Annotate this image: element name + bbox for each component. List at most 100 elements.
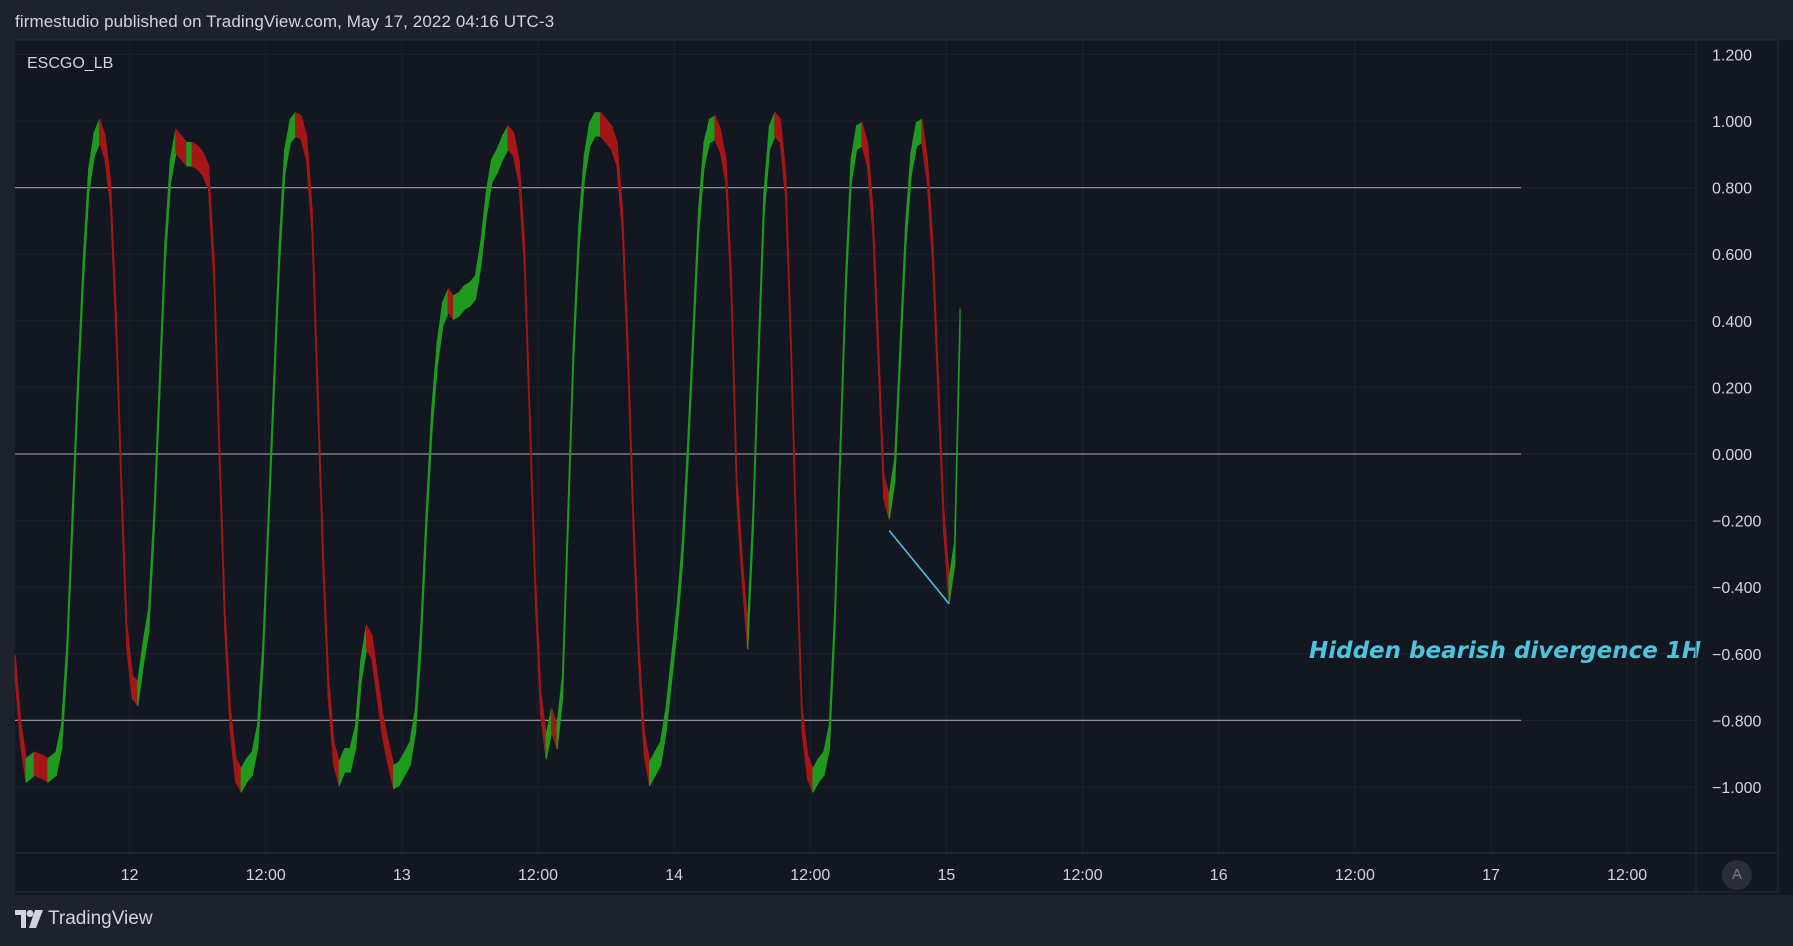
y-tick-label: 0.400 [1712,314,1752,331]
y-tick-label: 0.200 [1712,380,1752,397]
oscillator-segment [561,508,569,700]
x-tick-label: 12 [121,867,139,884]
x-tick-label: 12:00 [1335,867,1375,884]
oscillator-segment [665,658,673,733]
oscillator-segment [256,641,264,750]
tradingview-logo-icon [15,910,43,928]
oscillator-segment [425,408,433,533]
oscillator-segment [643,731,651,786]
divergence-annotation-label: Hidden bearish divergence 1H [1309,638,1701,664]
oscillator-segment [251,724,259,776]
auto-scale-button[interactable]: A [1722,860,1752,890]
oscillator-segment [774,112,781,144]
oscillator-segment [197,145,204,177]
oscillator-segment [578,155,585,250]
oscillator-segment [600,112,607,144]
indicator-title: ESCGO_LB [27,55,113,72]
oscillator-segment [88,132,95,194]
oscillator-segment [349,724,357,773]
oscillator-segment [453,291,460,320]
x-tick-label: 16 [1210,867,1228,884]
oscillator-segment [436,301,444,367]
level-lines [15,186,1521,722]
oscillator-segment [621,208,629,367]
oscillator-segment [752,341,760,533]
oscillator-segment [512,132,520,184]
oscillator-segment [99,118,106,160]
oscillator-segment [224,608,231,733]
oscillator-segment [796,541,803,733]
oscillator-segment [382,714,389,766]
oscillator-segment [77,258,84,400]
oscillator-segment [47,751,57,783]
oscillator-segment [540,691,547,760]
y-tick-label: 1.000 [1712,114,1752,131]
oscillator-segment [120,475,128,650]
oscillator-segment [904,152,912,250]
oscillator-segment [148,508,155,633]
oscillator-segment [131,674,139,707]
oscillator-segment [480,191,487,267]
oscillator-segment [834,441,841,633]
oscillator-segment [142,608,150,667]
oscillator-segment [322,541,329,700]
oscillator-segment [218,441,226,633]
x-tick-label: 12:00 [1063,867,1103,884]
oscillator-segment [529,408,536,600]
oscillator-segment [316,375,324,567]
footer: TradingView [0,895,1793,946]
oscillator-segment [741,558,749,650]
oscillator-segment [638,641,645,756]
chart-area[interactable] [15,40,1793,895]
x-tick-label: 12:00 [790,867,830,884]
oscillator-segment [785,175,792,367]
y-tick-label: 0.600 [1712,247,1752,264]
oscillator-chart[interactable]: Hidden bearish divergence 1H ESCGO_LB 1.… [0,0,1793,895]
oscillator-segment [692,208,700,350]
oscillator-segment [60,641,68,750]
oscillator-segment [191,142,199,170]
oscillator-segment [164,158,172,267]
oscillator-segment [659,708,667,766]
oscillator-segment [306,135,313,234]
oscillator-segment [583,122,591,180]
oscillator-segment [872,208,879,367]
oscillator-segment [55,724,63,776]
oscillator-segment [33,751,44,780]
oscillator-segment [605,118,613,150]
oscillator-segment [921,118,928,184]
oscillator-segment [627,341,634,533]
y-tick-label: −0.200 [1712,514,1761,531]
oscillator-segment [213,258,221,467]
chart-grid [15,40,1696,853]
oscillator-segment [175,128,182,160]
oscillator-segment [93,118,101,157]
oscillator-segment [572,225,580,367]
oscillator-segment [649,751,656,786]
oscillator-segment [545,708,553,760]
oscillator-segment [719,128,727,184]
x-tick-label: 12:00 [1607,867,1647,884]
oscillator-segment [186,142,193,167]
oscillator-segment [137,641,144,707]
y-tick-label: −0.400 [1712,580,1761,597]
oscillator-segment [610,125,618,167]
x-tick-label: 14 [665,867,683,884]
oscillator-segment [420,508,428,650]
oscillator-segment [703,118,711,167]
oscillator-segment [502,125,509,160]
oscillator-segment [823,724,830,776]
publish-header: firmestudio published on TradingView.com… [0,0,1793,40]
oscillator-segment [311,208,319,400]
oscillator-segment [463,281,471,310]
oscillator-segment [910,122,918,177]
oscillator-segment [376,674,384,740]
oscillator-segment [469,275,477,307]
oscillator-segment [169,128,177,184]
oscillator-segment [202,152,210,190]
oscillator-segment [360,624,368,683]
publish-info-text: firmestudio published on TradingView.com… [15,12,555,31]
y-tick-label: −0.600 [1712,647,1761,664]
oscillator-segment [551,708,558,750]
oscillator-segment [14,654,22,746]
